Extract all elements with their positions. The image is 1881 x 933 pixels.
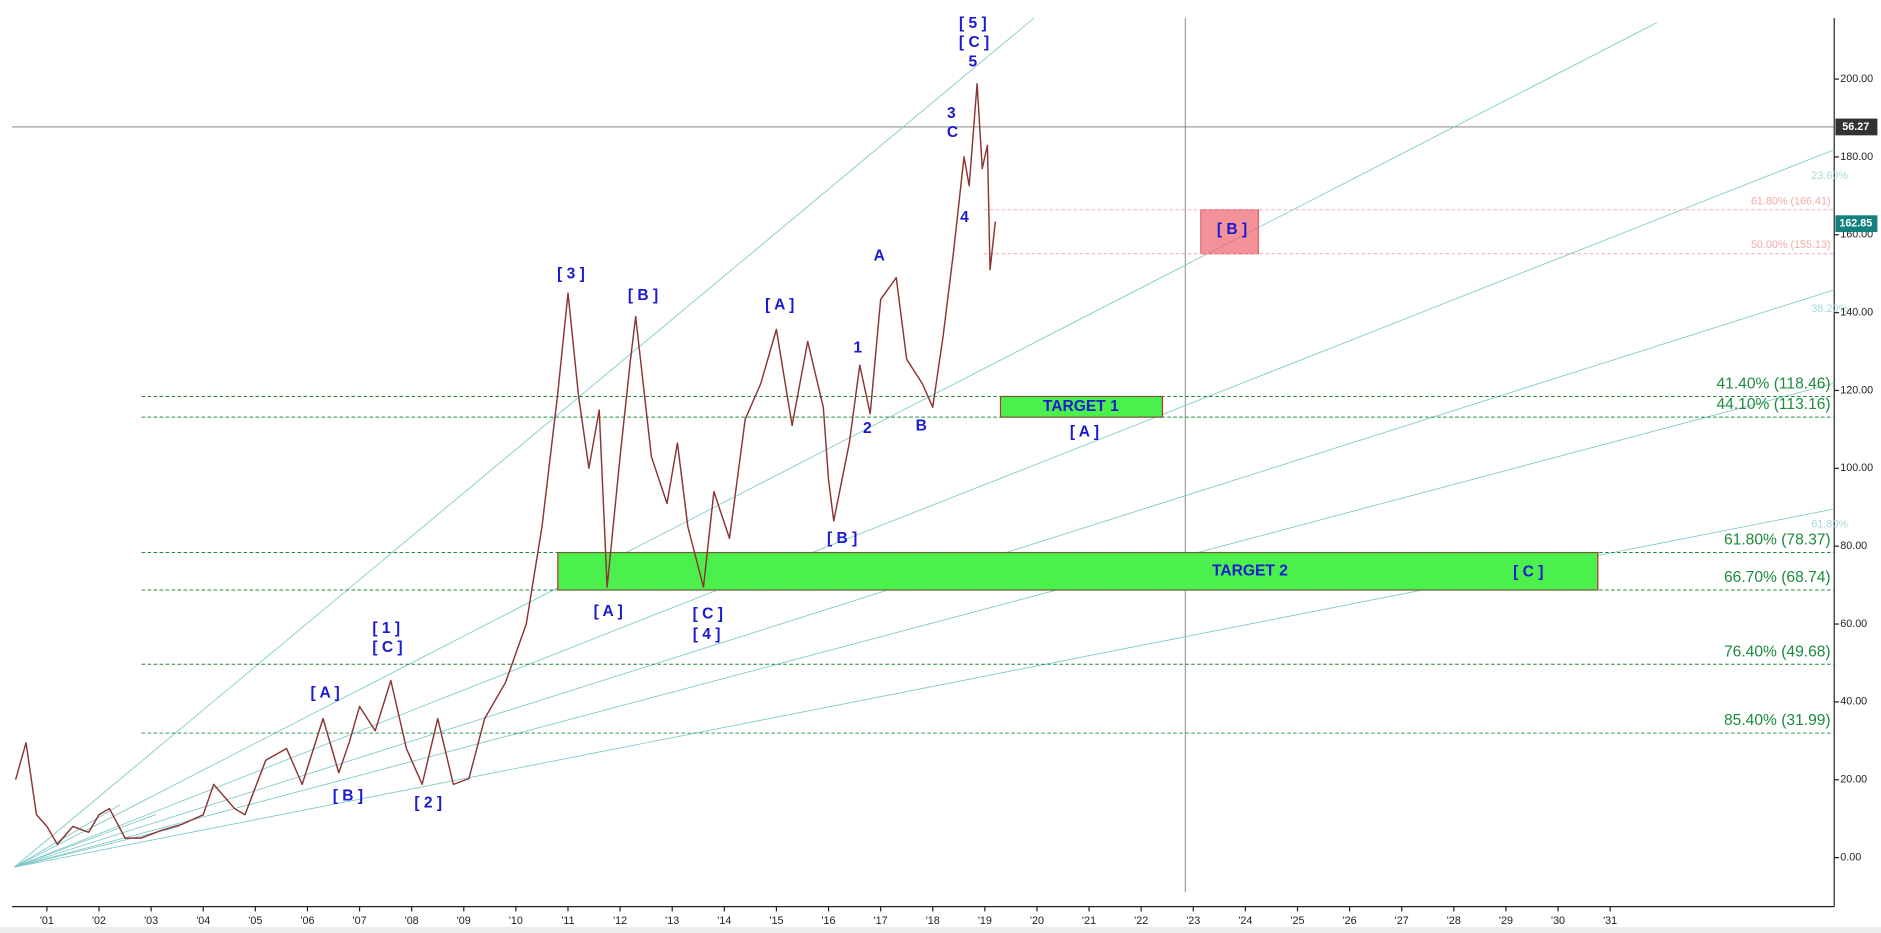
fib-label: 44.10% (113.16)	[1716, 396, 1830, 413]
x-tick-label: '06	[300, 915, 314, 927]
x-tick-label: '10	[509, 915, 523, 927]
x-tick-label: '09	[457, 915, 471, 927]
x-tick-label: '18	[926, 915, 940, 927]
y-tick-label: 120.00	[1840, 384, 1873, 396]
wave-label: [ 1 ]	[372, 620, 400, 637]
x-tick-label: '24	[1238, 915, 1252, 927]
wave-label: [ B ]	[333, 788, 363, 805]
wave-label: [ C ]	[693, 606, 723, 623]
x-tick-label: '21	[1082, 915, 1096, 927]
wave-label: [ 3 ]	[557, 265, 585, 282]
x-tick-label: '22	[1134, 915, 1148, 927]
wave-label: 1	[853, 340, 862, 357]
wave-label: 4	[960, 209, 969, 226]
wave-label: A	[874, 247, 885, 264]
fib-label: 61.80% (78.37)	[1724, 532, 1831, 549]
wave-label: 2	[863, 420, 872, 437]
target-label: TARGET 2	[1212, 562, 1288, 579]
wave-label: [ C ]	[1513, 564, 1543, 581]
x-tick-label: '28	[1447, 915, 1461, 927]
scroll-strip	[0, 927, 1881, 933]
wave-label: [ 5 ]	[959, 15, 987, 32]
x-tick-label: '27	[1395, 915, 1409, 927]
y-tick-label: 40.00	[1840, 696, 1867, 708]
x-tick-label: '20	[1030, 915, 1044, 927]
fan-line	[14, 22, 1657, 868]
crosshair-tag	[1835, 118, 1878, 136]
x-tick-label: '12	[613, 915, 627, 927]
wave-label: [ B ]	[1217, 221, 1247, 238]
target-box	[999, 395, 1164, 418]
wave-label: [ A ]	[311, 685, 340, 702]
y-tick-label: 140.00	[1840, 306, 1873, 318]
fan-line	[14, 382, 1835, 868]
fib-label: 41.40% (118.46)	[1716, 376, 1830, 393]
y-tick-label: 0.00	[1840, 851, 1861, 863]
x-tick-label: '08	[405, 915, 419, 927]
x-tick-label: '26	[1343, 915, 1357, 927]
x-tick-label: '31	[1603, 915, 1617, 927]
wave-label: B	[916, 417, 927, 434]
y-tick-label: 80.00	[1840, 540, 1867, 552]
wave-label: [ C ]	[959, 34, 989, 51]
fan-label: 38.20%	[1811, 303, 1848, 315]
fan-line	[14, 17, 1035, 868]
fan-line	[14, 149, 1835, 868]
fan-line	[14, 804, 121, 868]
x-tick-label: '11	[561, 915, 574, 927]
wave-label: 3	[947, 105, 956, 122]
x-tick-label: '19	[978, 915, 992, 927]
x-tick-label: '14	[717, 915, 731, 927]
fib-label: 76.40% (49.68)	[1724, 643, 1831, 660]
x-tick-label: '30	[1551, 915, 1565, 927]
wave-label: 5	[969, 53, 978, 70]
last-price-tag	[1835, 215, 1878, 233]
x-tick-label: '04	[196, 915, 210, 927]
x-tick-label: '01	[40, 915, 54, 927]
fan-line	[14, 814, 157, 868]
y-tick-label: 100.00	[1840, 462, 1873, 474]
x-tick-label: '07	[353, 915, 367, 927]
x-tick-label: '13	[665, 915, 679, 927]
wave-label: [ B ]	[628, 287, 658, 304]
x-tick-label: '05	[248, 915, 262, 927]
x-tick-label: '17	[874, 915, 888, 927]
x-tick-label: '25	[1290, 915, 1304, 927]
fib-label: 66.70% (68.74)	[1724, 569, 1831, 586]
target-box	[557, 551, 1599, 591]
x-tick-label: '23	[1186, 915, 1200, 927]
y-tick-label: 180.00	[1840, 151, 1873, 163]
price-line	[14, 82, 997, 846]
last-price-label: 162.85	[1839, 218, 1872, 230]
wave-label: [ 4 ]	[693, 626, 721, 643]
x-tick-label: '03	[144, 915, 158, 927]
wave-label: [ B ]	[827, 530, 857, 547]
wave-label: [ A ]	[765, 297, 794, 314]
wave-label: C	[947, 124, 958, 141]
wave-label: [ C ]	[372, 639, 402, 656]
wave-label: [ A ]	[594, 603, 623, 620]
retracement-label: 50.00% (155.13)	[1751, 239, 1831, 251]
x-tick-label: '15	[769, 915, 783, 927]
fan-label: 23.60%	[1811, 170, 1848, 182]
fan-label: 61.80%	[1811, 518, 1848, 530]
wave-label: [ 2 ]	[414, 795, 442, 812]
wave-label: [ A ]	[1070, 423, 1099, 440]
retracement-label: 61.80% (166.41)	[1751, 195, 1831, 207]
y-tick-label: 20.00	[1840, 774, 1867, 786]
y-tick-label: 60.00	[1840, 618, 1867, 630]
y-tick-label: 200.00	[1840, 73, 1873, 85]
x-tick-label: '16	[822, 915, 836, 927]
x-tick-label: '29	[1499, 915, 1513, 927]
target-label: TARGET 1	[1043, 398, 1119, 415]
x-tick-label: '02	[92, 915, 106, 927]
fib-label: 85.40% (31.99)	[1724, 712, 1831, 729]
y-tick-label: 160.00	[1840, 229, 1873, 241]
crosshair-label: 56.27	[1842, 121, 1869, 133]
